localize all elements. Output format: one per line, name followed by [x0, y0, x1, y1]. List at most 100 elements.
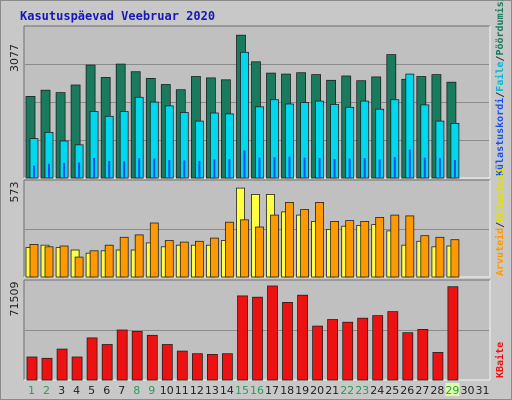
- hits-max-label: 3077: [8, 44, 21, 72]
- day-label-2: 2: [43, 384, 50, 397]
- day-label-12: 12: [190, 384, 204, 397]
- bar-kbytes-KBaite-day-18: [282, 301, 293, 381]
- bar-hits-Külastuskordi-day-24: [378, 159, 381, 178]
- day-label-19: 19: [295, 384, 309, 397]
- day-label-29: 29: [445, 384, 459, 397]
- day-label-13: 13: [205, 384, 219, 397]
- bar-kbytes-KBaite-day-29: [447, 286, 459, 381]
- bar-hits-Külastuskordi-day-11: [183, 160, 186, 178]
- bar-visits-Külastusi-day-9: [149, 222, 159, 278]
- day-label-15: 15: [235, 384, 249, 397]
- day-label-31: 31: [476, 384, 490, 397]
- day-label-10: 10: [160, 384, 174, 397]
- bar-hits-Külastuskordi-day-23: [363, 158, 366, 178]
- bar-visits-Külastusi-day-17: [270, 214, 279, 278]
- bar-hits-Külastuskordi-day-29: [453, 160, 456, 178]
- bar-hits-Külastuskordi-day-9: [153, 158, 156, 178]
- bar-visits-Külastusi-day-20: [315, 201, 325, 278]
- day-label-28: 28: [430, 384, 444, 397]
- day-label-18: 18: [280, 384, 294, 397]
- bar-hits-Külastuskordi-day-2: [48, 163, 50, 178]
- bar-hits-Külastuskordi-day-3: [63, 162, 66, 178]
- bar-hits-Külastuskordi-day-8: [138, 158, 141, 178]
- bar-visits-Külastusi-day-21: [330, 220, 340, 278]
- bar-hits-Külastuskordi-day-10: [168, 160, 171, 178]
- bar-visits-Külastusi-day-28: [435, 236, 445, 278]
- day-label-26: 26: [400, 384, 414, 397]
- bar-kbytes-KBaite-day-11: [176, 350, 188, 381]
- legend-files-text: Faile: [494, 62, 506, 92]
- bar-hits-Külastuskordi-day-13: [213, 159, 216, 178]
- visits-max-label: 573: [8, 182, 21, 203]
- day-label-4: 4: [73, 384, 80, 397]
- bar-kbytes-KBaite-day-19: [297, 294, 309, 381]
- day-label-27: 27: [415, 384, 429, 397]
- bar-hits-Külastuskordi-day-20: [318, 158, 321, 178]
- day-label-9: 9: [148, 384, 155, 397]
- bar-kbytes-KBaite-day-24: [372, 315, 384, 381]
- chart-title: Kasutuspäevad Veebruar 2020: [20, 9, 216, 23]
- bar-kbytes-KBaite-day-9: [146, 334, 158, 381]
- bar-visits-Külastusi-day-18: [285, 201, 294, 278]
- day-label-24: 24: [370, 384, 384, 397]
- bar-kbytes-KBaite-day-25: [387, 311, 399, 381]
- legend-visits-text: Külastusi: [494, 168, 506, 222]
- bar-visits-Külastusi-day-25: [390, 214, 400, 278]
- bar-visits-Külastusi-day-11: [179, 241, 189, 278]
- day-label-5: 5: [88, 384, 95, 397]
- bar-hits-Külastuskordi-day-17: [273, 157, 276, 178]
- legend-sep-1: /: [495, 92, 506, 98]
- bar-visits-Külastusi-day-24: [375, 216, 385, 278]
- day-label-3: 3: [58, 384, 65, 397]
- bar-hits-Külastuskordi-day-19: [303, 157, 306, 178]
- day-label-20: 20: [310, 384, 324, 397]
- bar-visits-Külastusi-day-3: [59, 245, 69, 278]
- legend-sep-3: /: [495, 222, 506, 228]
- legend-visits: Arvuteid/Külastusi: [494, 168, 506, 276]
- bar-visits-Külastusi-day-26: [405, 215, 415, 278]
- bar-kbytes-KBaite-day-26: [402, 332, 414, 381]
- bar-visits-Külastusi-day-6: [104, 244, 114, 278]
- bar-visits-Külastusi-day-14: [224, 221, 234, 278]
- bar-kbytes-KBaite-day-4: [71, 356, 83, 381]
- legend-sites-text: Arvuteid: [494, 228, 506, 276]
- bar-kbytes-KBaite-day-12: [191, 353, 203, 381]
- bar-visits-Külastusi-day-19: [300, 209, 310, 278]
- bar-kbytes-KBaite-day-20: [312, 325, 324, 381]
- bar-kbytes-KBaite-day-23: [357, 317, 369, 381]
- bar-visits-Külastusi-day-15: [240, 219, 249, 278]
- bar-hits-Külastuskordi-day-28: [438, 158, 441, 178]
- day-label-1: 1: [28, 384, 35, 397]
- bar-visits-Külastusi-day-29: [450, 239, 460, 278]
- bar-visits-Külastusi-day-8: [134, 234, 144, 278]
- bar-visits-Külastusi-day-7: [119, 236, 129, 278]
- bar-hits-Külastuskordi-day-21: [333, 159, 336, 178]
- legend-hits: Külastuskordi/Faile/Pöördumisi: [494, 0, 506, 176]
- bar-kbytes-KBaite-day-8: [131, 330, 143, 381]
- bar-visits-Külastusi-day-22: [345, 220, 355, 278]
- legend-hits-text: Külastuskordi: [494, 98, 506, 176]
- bar-visits-Külastusi-day-5: [89, 250, 99, 278]
- bar-hits-Külastuskordi-day-5: [93, 158, 96, 178]
- bar-kbytes-KBaite-day-16: [252, 296, 263, 381]
- bar-hits-Külastuskordi-day-12: [198, 160, 201, 178]
- bar-hits-Külastuskordi-day-6: [108, 160, 111, 178]
- bar-hits-Külastuskordi-day-1: [33, 165, 35, 178]
- day-label-6: 6: [103, 384, 110, 397]
- bar-hits-Külastuskordi-day-22: [348, 158, 351, 178]
- bar-kbytes-KBaite-day-7: [116, 329, 128, 381]
- bar-visits-Külastusi-day-27: [420, 235, 430, 278]
- bar-kbytes-KBaite-day-15: [237, 295, 248, 381]
- bar-visits-Külastusi-day-10: [164, 240, 174, 278]
- day-label-7: 7: [118, 384, 125, 397]
- bar-hits-Külastuskordi-day-7: [123, 161, 126, 178]
- bar-hits-Külastuskordi-day-26: [408, 149, 411, 178]
- bar-hits-Külastuskordi-day-25: [393, 157, 396, 178]
- bar-visits-Külastusi-day-23: [360, 220, 370, 278]
- day-label-16: 16: [250, 384, 264, 397]
- day-label-22: 22: [340, 384, 354, 397]
- bar-visits-Külastusi-day-4: [74, 256, 84, 278]
- day-label-17: 17: [265, 384, 279, 397]
- bar-kbytes-KBaite-day-2: [41, 357, 53, 381]
- day-label-30: 30: [461, 384, 475, 397]
